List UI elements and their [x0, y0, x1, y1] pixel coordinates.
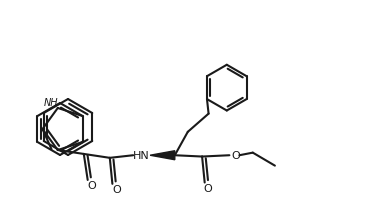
Text: O: O: [112, 184, 121, 194]
Text: NH: NH: [43, 97, 58, 108]
Text: O: O: [87, 180, 96, 190]
Text: HN: HN: [133, 151, 149, 160]
Text: O: O: [203, 183, 212, 193]
Text: O: O: [231, 151, 240, 160]
Polygon shape: [150, 151, 175, 160]
